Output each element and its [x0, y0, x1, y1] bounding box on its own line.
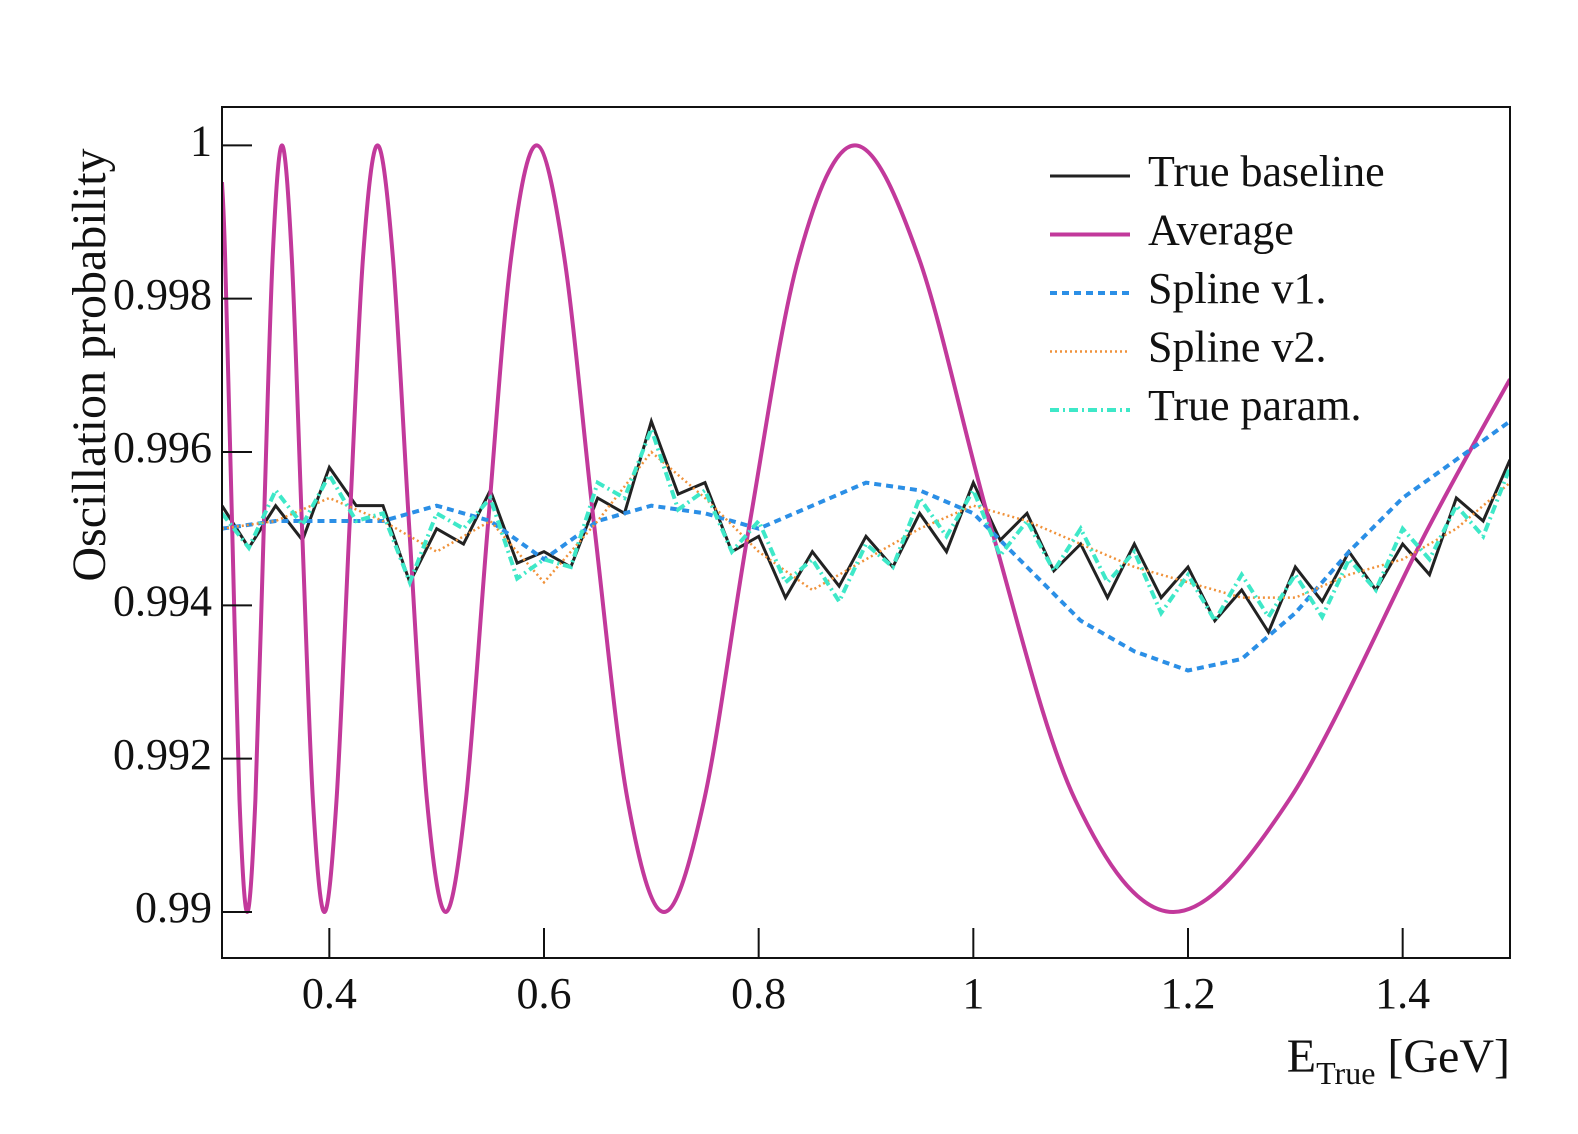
plot-area — [222, 143, 1510, 915]
legend-label: True baseline — [1148, 147, 1385, 196]
legend-label: Average — [1148, 206, 1294, 255]
x-tick-label: 0.8 — [731, 969, 786, 1018]
y-axis-label: Oscillation probability — [63, 148, 116, 581]
y-tick-label: 1 — [190, 116, 212, 165]
x-label-base: E — [1287, 1030, 1316, 1083]
x-tick-label: 1.4 — [1375, 969, 1430, 1018]
y-tick-label: 0.99 — [135, 883, 212, 932]
x-tick-label: 1 — [962, 969, 984, 1018]
x-tick-label: 1.2 — [1161, 969, 1216, 1018]
legend-label: Spline v1. — [1148, 264, 1326, 313]
x-label-unit: [GeV] — [1387, 1030, 1510, 1083]
series-line — [222, 143, 1510, 915]
frame — [221, 106, 1511, 959]
x-tick-label: 0.4 — [302, 969, 357, 1018]
x-label-subscript: True — [1316, 1055, 1375, 1091]
y-tick-label: 0.998 — [113, 270, 212, 319]
y-tick-label: 0.994 — [113, 576, 212, 625]
x-axis-label: ETrue [GeV] — [1287, 1030, 1510, 1091]
y-tick-label: 0.992 — [113, 730, 212, 779]
legend-label: True param. — [1148, 381, 1361, 430]
series-line — [222, 416, 1510, 636]
legend-label: Spline v2. — [1148, 323, 1326, 372]
series-line — [222, 419, 1510, 673]
y-tick-label: 0.996 — [113, 423, 212, 472]
x-tick-label: 0.6 — [517, 969, 572, 1018]
